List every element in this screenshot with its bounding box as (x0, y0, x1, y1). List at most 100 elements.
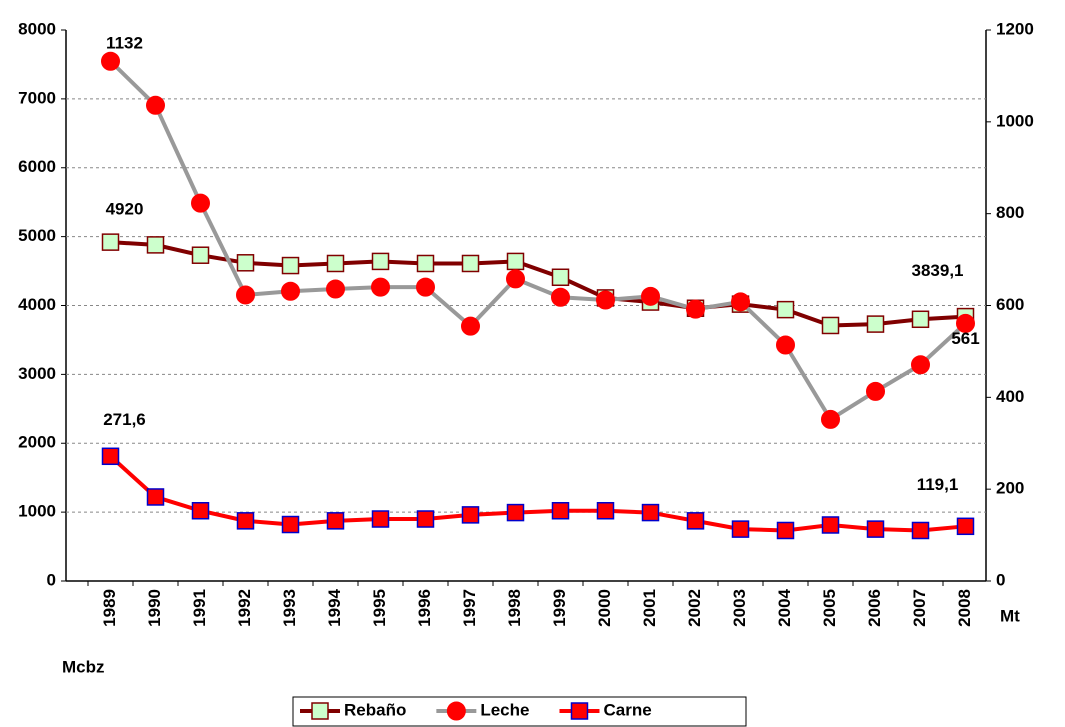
y-tick-label: 7000 (18, 88, 56, 107)
marker (641, 286, 660, 306)
y2-tick-label: 600 (996, 295, 1024, 314)
data-label: 3839,1 (912, 261, 964, 280)
marker (731, 520, 750, 538)
marker (866, 381, 885, 401)
marker (416, 510, 435, 528)
x-tick-label: 2005 (820, 589, 839, 627)
x-tick-label: 1996 (415, 589, 434, 627)
marker (821, 409, 840, 429)
y-axis-label: Mcbz (62, 657, 105, 676)
marker (371, 277, 390, 297)
y2-tick-label: 200 (996, 479, 1024, 498)
marker (416, 277, 435, 297)
marker (596, 501, 615, 520)
y-tick-label: 5000 (18, 226, 56, 245)
marker (146, 488, 165, 506)
legend-label: Carne (603, 700, 651, 719)
marker (311, 702, 329, 720)
y-tick-label: 3000 (18, 364, 56, 383)
y-tick-label: 8000 (18, 19, 56, 38)
y-tick-label: 0 (47, 570, 56, 589)
marker (416, 254, 435, 273)
x-tick-label: 2002 (685, 589, 704, 627)
marker (326, 254, 345, 273)
marker (776, 335, 795, 355)
marker (281, 515, 300, 534)
data-label: 4920 (106, 200, 144, 219)
x-tick-label: 1998 (505, 589, 524, 627)
x-tick-label: 1999 (550, 589, 569, 627)
marker (506, 503, 525, 522)
legend-label: Leche (480, 700, 529, 719)
marker (461, 506, 480, 524)
data-label: 1132 (106, 34, 143, 53)
legend-box (292, 696, 747, 727)
marker (596, 290, 615, 310)
y-tick-label: 2000 (18, 433, 56, 452)
marker (551, 501, 570, 520)
data-label: 561 (951, 329, 979, 348)
marker (101, 233, 120, 251)
x-tick-label: 1989 (100, 589, 119, 627)
marker (911, 521, 930, 540)
marker (281, 281, 300, 301)
x-tick-label: 1992 (235, 589, 254, 627)
y2-tick-label: 0 (996, 570, 1005, 589)
marker (281, 256, 300, 275)
x-tick-label: 2000 (595, 589, 614, 627)
marker (236, 512, 255, 530)
marker (146, 236, 165, 254)
x-tick-label: 1995 (370, 589, 389, 627)
marker (776, 300, 795, 319)
marker (641, 503, 660, 522)
marker (371, 510, 390, 528)
marker (461, 316, 480, 336)
data-label: 119,1 (917, 475, 959, 494)
marker (191, 501, 210, 520)
x-tick-label: 1993 (280, 589, 299, 627)
marker (551, 287, 570, 307)
y2-tick-label: 800 (996, 203, 1024, 222)
marker (191, 246, 210, 264)
marker (686, 512, 705, 530)
marker (326, 279, 345, 299)
marker (776, 521, 795, 540)
marker (956, 313, 975, 333)
x-tick-label: 2008 (955, 589, 974, 627)
marker (506, 252, 525, 271)
y2-tick-label: 1000 (996, 111, 1034, 130)
marker (236, 285, 255, 305)
y2-tick-label: 1200 (996, 19, 1034, 38)
marker (371, 252, 390, 271)
marker (191, 193, 210, 213)
y2-axis-label: Mt (1000, 606, 1020, 625)
line (109, 59, 967, 423)
y2-tick-label: 400 (996, 387, 1024, 406)
data-label: 271,6 (103, 410, 146, 429)
marker (101, 447, 120, 466)
marker (911, 355, 930, 375)
marker (911, 310, 930, 329)
marker (551, 268, 570, 287)
marker (866, 520, 885, 538)
x-tick-label: 2003 (730, 589, 749, 627)
x-tick-label: 2006 (865, 589, 884, 627)
x-tick-label: 1990 (145, 589, 164, 627)
x-tick-label: 1997 (460, 589, 479, 627)
marker (821, 316, 840, 335)
legend-label: Rebaño (344, 700, 406, 719)
x-tick-label: 1991 (190, 589, 209, 627)
marker (446, 701, 466, 721)
x-tick-label: 2001 (640, 589, 659, 627)
y-tick-label: 4000 (18, 295, 56, 314)
y-tick-label: 6000 (18, 157, 56, 176)
marker (506, 269, 525, 289)
marker (731, 292, 750, 312)
marker (686, 299, 705, 319)
marker (236, 254, 255, 272)
marker (146, 95, 165, 115)
marker (570, 702, 589, 720)
marker (956, 517, 975, 536)
